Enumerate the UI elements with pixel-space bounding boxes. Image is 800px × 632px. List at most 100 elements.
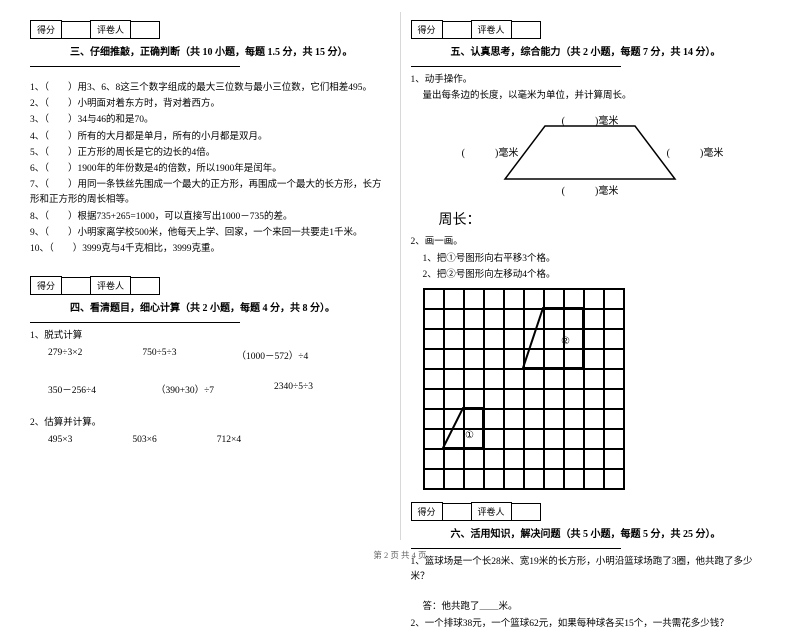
- grid-cell: [444, 329, 464, 349]
- grid-cell: [424, 349, 444, 369]
- grid-cell: [604, 429, 624, 449]
- grid-cell: [504, 429, 524, 449]
- grid-cell: [464, 289, 484, 309]
- grid-cell: [524, 409, 544, 429]
- grid-cell: [424, 409, 444, 429]
- s3-q6: 6、（ ）1900年的年份数是4的倍数，所以1900年是闰年。: [30, 162, 390, 177]
- grid-cell: [484, 309, 504, 329]
- score-blank: [61, 21, 91, 39]
- grid-cell: [484, 429, 504, 449]
- grid-cell: [564, 289, 584, 309]
- calc-expr: 279÷3×2: [48, 348, 82, 362]
- s5-q1-sub: 量出每条边的长度，以毫米为单位，并计算周长。: [423, 89, 771, 104]
- grid-cell: [444, 349, 464, 369]
- s3-q8: 8、（ ）根据735+265=1000，可以直接写出1000－735的差。: [30, 210, 390, 225]
- grid-cell: [484, 409, 504, 429]
- grid-cell: [424, 449, 444, 469]
- grid-cell: [544, 449, 564, 469]
- grader-label: 评卷人: [90, 20, 131, 39]
- divider-line: [30, 66, 240, 67]
- grid-cell: [604, 469, 624, 489]
- grid-cell: [604, 409, 624, 429]
- section4-title: 四、看清题目，细心计算（共 2 小题，每题 4 分，共 8 分）。: [70, 299, 390, 314]
- right-column: 得分 评卷人 五、认真思考，综合能力（共 2 小题，每题 7 分，共 14 分）…: [401, 12, 781, 540]
- grid-cell: [464, 449, 484, 469]
- page-container: 得分 评卷人 三、仔细推敲，正确判断（共 10 小题，每题 1.5 分，共 15…: [0, 0, 800, 565]
- s5-q2-sub1: 1、把①号图形向右平移3个格。: [423, 252, 771, 267]
- grid-cell: [444, 449, 464, 469]
- grader-blank: [130, 277, 160, 295]
- s3-q10: 10、（ ）3999克与4千克相比，3999克重。: [30, 242, 390, 257]
- divider-line: [411, 66, 621, 67]
- grid-cell: [544, 429, 564, 449]
- grid-cell: [584, 289, 604, 309]
- grid-cell: [504, 369, 524, 389]
- grid-cell: [564, 449, 584, 469]
- grid-cell: [464, 309, 484, 329]
- grid-cell: [424, 389, 444, 409]
- grid-cell: [464, 469, 484, 489]
- grid-cell: [464, 429, 484, 449]
- grid-cell: [544, 309, 564, 329]
- grid-cell: [484, 329, 504, 349]
- left-label: ( )毫米: [462, 146, 519, 159]
- grid-cell: [604, 329, 624, 349]
- grid-cell: [504, 309, 524, 329]
- s6-q1-ans: 答：他共跑了＿＿米。: [423, 600, 771, 615]
- grader-blank: [511, 503, 541, 521]
- grid-cell: [504, 469, 524, 489]
- grid-cell: [564, 429, 584, 449]
- grid-cell: [484, 389, 504, 409]
- grid-cell: [444, 429, 464, 449]
- grid-cell: [584, 389, 604, 409]
- page-footer: 第 2 页 共 4 页: [0, 549, 800, 561]
- calc-row-1: 279÷3×2 750÷5÷3 （1000－572）÷4: [48, 348, 390, 362]
- grid-cell: [524, 309, 544, 329]
- s3-q4: 4、（ ）所有的大月都是单月，所有的小月都是双月。: [30, 130, 390, 145]
- grid-cell: [544, 409, 564, 429]
- grid-cell: [564, 389, 584, 409]
- grader-blank: [130, 21, 160, 39]
- grid-cell: [424, 469, 444, 489]
- grid-cell: [544, 469, 564, 489]
- grid-cell: [424, 289, 444, 309]
- top-label: ( )毫米: [562, 114, 619, 127]
- calc-expr: 350－256÷4: [48, 382, 96, 396]
- grid-cell: [464, 389, 484, 409]
- grid-cell: [584, 449, 604, 469]
- calc-expr: 503×6: [132, 435, 156, 445]
- grid-cell: [524, 389, 544, 409]
- s5-q1-label: 1、动手操作。: [411, 73, 771, 88]
- grid-cell: [584, 349, 604, 369]
- grid-cell: [504, 329, 524, 349]
- grid-figure: ② ①: [411, 284, 771, 494]
- calc-expr: 2340÷5÷3: [274, 382, 313, 396]
- grid-cell: [584, 309, 604, 329]
- grid-cell: [584, 329, 604, 349]
- grid-cell: [504, 449, 524, 469]
- grid-cell: [524, 449, 544, 469]
- score-box-4: 得分 评卷人: [30, 276, 390, 295]
- grid-cell: [564, 409, 584, 429]
- calc-expr: 750÷5÷3: [142, 348, 176, 362]
- grid-cell: [544, 349, 564, 369]
- grid-cell: [484, 289, 504, 309]
- grid-cell: [604, 449, 624, 469]
- s3-q5: 5、（ ）正方形的周长是它的边长的4倍。: [30, 146, 390, 161]
- s3-q7: 7、（ ）用同一条铁丝先围成一个最大的正方形，再围成一个最大的长方形，长方形和正…: [30, 178, 390, 208]
- grid-cell: [444, 289, 464, 309]
- grid-cell: [604, 289, 624, 309]
- grid-cell: [584, 409, 604, 429]
- grid-cell: [524, 289, 544, 309]
- grid-cell: [504, 409, 524, 429]
- trapezoid-figure: ( )毫米 ( )毫米 ( )毫米 ( )毫米: [411, 114, 771, 199]
- score-box-5: 得分 评卷人: [411, 20, 771, 39]
- section6-title: 六、活用知识，解决问题（共 5 小题，每题 5 分，共 25 分）。: [451, 525, 771, 540]
- grid-cell: [544, 369, 564, 389]
- calc-row-3: 495×3 503×6 712×4: [48, 435, 390, 445]
- grader-label: 评卷人: [471, 20, 512, 39]
- grid-cell: [564, 469, 584, 489]
- grid-cell: [564, 329, 584, 349]
- score-blank: [442, 21, 472, 39]
- grid-cell: [504, 289, 524, 309]
